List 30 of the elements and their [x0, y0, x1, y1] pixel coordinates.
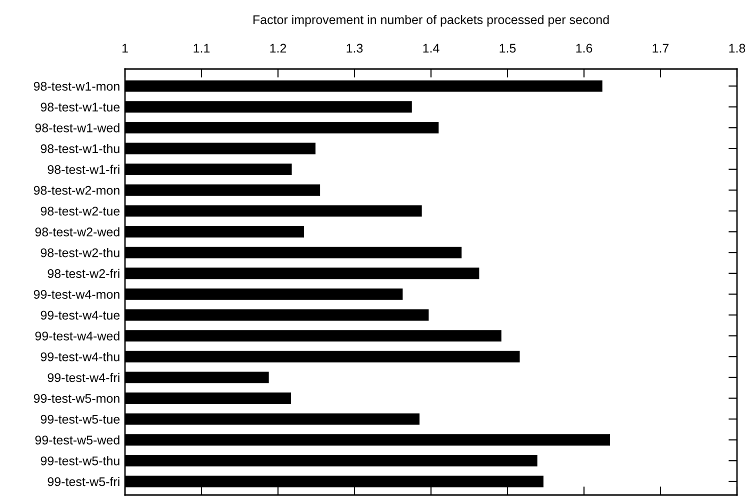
y-tick-label: 98-test-w1-fri: [48, 164, 120, 174]
y-tick-label: 99-test-w5-fri: [48, 476, 120, 486]
y-tick-label: 99-test-w4-fri: [48, 372, 120, 382]
y-tick-label: 98-test-w1-mon: [34, 82, 120, 91]
y-tick-label: 99-test-w4-tue: [40, 310, 120, 320]
y-tick-label: 99-test-w4-wed: [35, 331, 120, 340]
x-tick-label: 1.5: [500, 44, 516, 53]
y-tick-label: 98-test-w2-tue: [40, 206, 120, 216]
y-tick-label: 98-test-w1-tue: [40, 102, 120, 112]
y-tick-label: 98-test-w2-thu: [40, 248, 120, 258]
x-tick-label: 1.7: [652, 44, 669, 53]
y-tick-label: 98-test-w1-thu: [40, 144, 120, 154]
y-tick-label: 98-test-w2-mon: [34, 186, 120, 195]
x-tick-label: 1: [122, 44, 128, 53]
x-tick-label: 1.4: [423, 44, 440, 53]
y-tick-label: 99-test-w4-thu: [40, 352, 120, 362]
y-tick-label: 99-test-w5-wed: [35, 435, 120, 445]
x-tick-label: 1.2: [270, 44, 286, 53]
x-tick-label: 1.3: [346, 44, 363, 53]
x-axis-title: Factor improvement in number of packets processed per second: [253, 14, 609, 27]
y-tick-label: 99-test-w5-tue: [40, 414, 120, 424]
y-tick-label: 99-test-w4-mon: [34, 290, 120, 299]
y-tick-label: 99-test-w5-thu: [40, 456, 120, 466]
x-tick-label: 1.1: [194, 44, 210, 53]
y-tick-label: 98-test-w2-wed: [35, 227, 120, 236]
y-tick-label: 99-test-w5-mon: [34, 394, 120, 403]
x-tick-label: 1.6: [576, 44, 592, 53]
y-tick-label: 98-test-w2-fri: [48, 268, 120, 278]
y-tick-label: 98-test-w1-wed: [35, 123, 120, 132]
x-tick-label: 1.8: [729, 44, 746, 53]
